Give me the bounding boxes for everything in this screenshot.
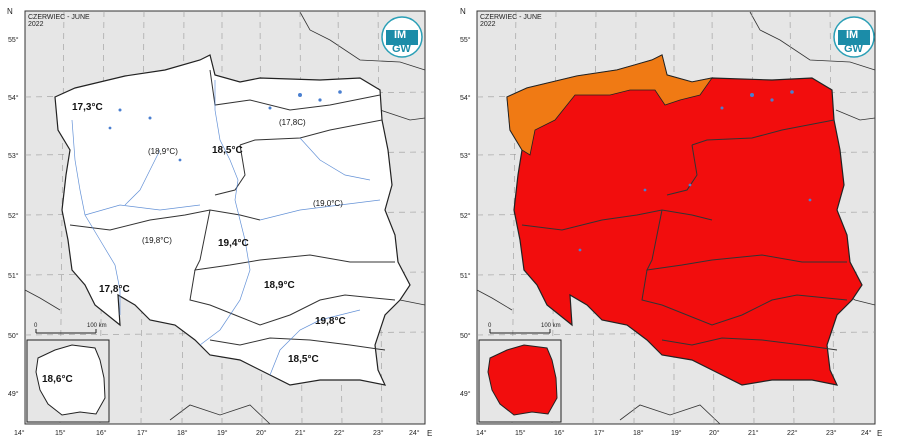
inset-map (26, 339, 110, 423)
lat-label: 49° (460, 390, 471, 398)
scale-end: 100 km (87, 323, 107, 329)
scale-start: 0 (488, 323, 492, 329)
lon-label: 23° (826, 429, 837, 437)
region-label: (17,8C) (279, 118, 306, 127)
lat-label: 51° (460, 272, 471, 280)
lon-label: 22° (334, 429, 345, 437)
lon-label: 24° (409, 429, 420, 437)
lon-label: 19° (671, 429, 682, 437)
inset-map (478, 339, 562, 423)
lon-label: 18° (177, 429, 188, 437)
lon-label: 20° (256, 429, 267, 437)
scale-bar (489, 329, 551, 334)
lon-label: 22° (787, 429, 798, 437)
anomaly-map-right: 0 100 km IM GW CZERWIEC - JUNE 2022 N E … (450, 0, 900, 443)
imgw-logo (833, 16, 875, 58)
lon-label: 19° (217, 429, 228, 437)
lat-label: 55° (460, 36, 471, 44)
region-label: 19,4°C (218, 238, 249, 249)
scale-start: 0 (34, 323, 38, 329)
logo-text-top: IM (846, 29, 858, 41)
lat-label: 49° (8, 390, 19, 398)
lon-label: 14° (14, 429, 25, 437)
map-title: CZERWIEC - JUNE (28, 14, 90, 21)
axis-corner-n: N (460, 7, 466, 16)
lakes (578, 90, 812, 252)
scale-bar (35, 329, 97, 334)
logo-text-bottom: GW (844, 43, 864, 55)
region-label: 17,8°C (99, 284, 130, 295)
region-label: 17,3°C (72, 102, 103, 113)
lat-label: 50° (460, 332, 471, 340)
lon-label: 23° (373, 429, 384, 437)
region-label: 18,9°C (264, 280, 295, 291)
region-label: 18,5°C (212, 145, 243, 156)
lat-label: 53° (460, 152, 471, 160)
axis-corner-e: E (877, 429, 882, 438)
northwest-anomaly-zone (506, 54, 713, 156)
lat-label: 50° (8, 332, 19, 340)
lat-label: 53° (8, 152, 19, 160)
lon-label: 21° (748, 429, 759, 437)
lon-label: 21° (295, 429, 306, 437)
inset-value: 18,6°C (42, 374, 73, 385)
region-label: (19,0°C) (313, 199, 343, 208)
lon-label: 16° (554, 429, 565, 437)
lat-label: 52° (8, 212, 19, 220)
lon-label: 15° (55, 429, 66, 437)
region-label: 19,8°C (315, 316, 346, 327)
map-subtitle: 2022 (480, 21, 496, 28)
map-canvas-right: 0 100 km IM GW CZERWIEC - JUNE 2022 N E … (450, 0, 900, 443)
poland-outline (54, 54, 411, 386)
lon-label: 15° (515, 429, 526, 437)
lon-label: 18° (633, 429, 644, 437)
lat-label: 52° (460, 212, 471, 220)
lakes (108, 90, 342, 162)
lon-label: 16° (96, 429, 107, 437)
region-borders (521, 119, 848, 351)
imgw-logo (381, 16, 423, 58)
lon-label: 20° (709, 429, 720, 437)
lat-label: 51° (8, 272, 19, 280)
scale-end: 100 km (541, 323, 561, 329)
map-subtitle: 2022 (28, 21, 44, 28)
rivers (71, 80, 381, 376)
logo-text-bottom: GW (392, 43, 412, 55)
axis-corner-n: N (7, 7, 13, 16)
map-canvas-left: 0 100 km IM GW CZERWIEC - JUNE 2022 N E … (7, 7, 433, 438)
map-title: CZERWIEC - JUNE (480, 14, 542, 21)
region-label: (18,9°C) (148, 147, 178, 156)
lon-label: 17° (594, 429, 605, 437)
lon-label: 14° (476, 429, 487, 437)
region-label: (19,8°C) (142, 236, 172, 245)
lat-label: 55° (8, 36, 19, 44)
lon-label: 17° (137, 429, 148, 437)
region-label: 18,5°C (288, 354, 319, 365)
axis-corner-e: E (427, 429, 432, 438)
lon-label: 24° (861, 429, 872, 437)
temperature-map-left: 0 100 km IM GW CZERWIEC - JUNE 2022 N E … (7, 7, 433, 438)
lat-label: 54° (460, 94, 471, 102)
lat-label: 54° (8, 94, 19, 102)
region-borders (69, 69, 396, 351)
logo-text-top: IM (394, 29, 406, 41)
